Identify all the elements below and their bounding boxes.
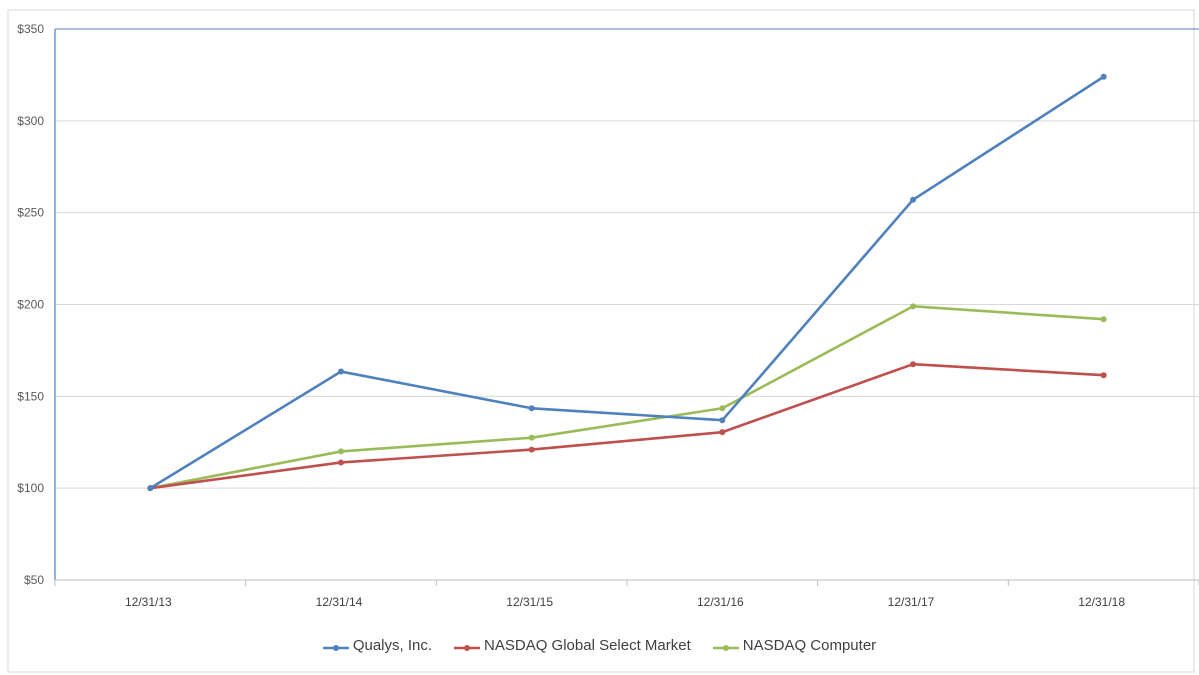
legend-label-nasdaq-computer: NASDAQ Computer bbox=[742, 636, 877, 654]
y-tick-label: $300 bbox=[17, 114, 44, 128]
data-point-qualys-inc bbox=[338, 368, 344, 375]
data-point-nasdaq-computer bbox=[338, 448, 344, 455]
legend-swatch-qualys bbox=[322, 640, 349, 651]
legend-item-nasdaq-computer: NASDAQ Computer bbox=[712, 636, 877, 654]
y-tick-label: $200 bbox=[17, 298, 44, 312]
x-tick-label: 12/31/16 bbox=[697, 595, 744, 609]
series-nasdaq-global-select-market bbox=[147, 361, 1107, 492]
data-point-qualys-inc bbox=[147, 485, 154, 492]
y-axis-tick-labels: $50 $100 $150 $200 $250 $300 $350 bbox=[17, 22, 44, 587]
legend-label-qualys: Qualys, Inc. bbox=[352, 636, 433, 654]
x-axis-tick-labels: 12/31/13 12/31/14 12/31/15 12/31/16 12/31/17… bbox=[125, 595, 1125, 609]
y-tick-label: $150 bbox=[17, 389, 44, 403]
legend-item-nasdaq-global-select: NASDAQ Global Select Market bbox=[454, 637, 691, 654]
legend-label-nasdaq-global-select: NASDAQ Global Select Market bbox=[484, 636, 691, 654]
data-point-qualys-inc bbox=[910, 196, 916, 203]
series-qualys-inc bbox=[147, 73, 1107, 492]
y-tick-label: $100 bbox=[17, 481, 44, 495]
x-tick-label: 12/31/13 bbox=[125, 595, 172, 609]
legend-swatch-nasdaq-computer bbox=[712, 640, 739, 651]
series-lines bbox=[147, 73, 1107, 492]
chart-border bbox=[7, 9, 1195, 673]
legend-swatch-nasdaq-global-select bbox=[454, 640, 481, 651]
data-point-nasdaq-computer bbox=[719, 405, 726, 412]
data-point-nasdaq-computer bbox=[910, 303, 916, 310]
data-point-nasdaq-computer bbox=[528, 434, 535, 441]
chart-legend: Qualys, Inc. NASDAQ Global Select Market… bbox=[0, 633, 1199, 657]
x-tick-label: 12/31/14 bbox=[316, 595, 363, 609]
data-point-nasdaq-computer bbox=[1100, 316, 1107, 323]
y-tick-label: $50 bbox=[24, 573, 44, 587]
data-point-nasdaq-global-select-market bbox=[338, 459, 344, 466]
data-point-nasdaq-global-select-market bbox=[528, 446, 535, 453]
legend-item-qualys: Qualys, Inc. bbox=[322, 636, 433, 654]
series-line-qualys-inc bbox=[149, 75, 1105, 490]
data-point-qualys-inc bbox=[528, 405, 535, 412]
data-point-qualys-inc bbox=[1100, 73, 1107, 80]
data-point-nasdaq-global-select-market bbox=[1100, 372, 1107, 379]
y-tick-label: $350 bbox=[17, 22, 44, 36]
x-tick-label: 12/31/17 bbox=[888, 595, 935, 609]
axes bbox=[54, 29, 1199, 586]
data-point-nasdaq-global-select-market bbox=[910, 361, 916, 368]
y-tick-label: $250 bbox=[17, 206, 44, 220]
x-tick-label: 12/31/18 bbox=[1078, 595, 1125, 609]
x-tick-label: 12/31/15 bbox=[506, 595, 553, 609]
gridlines bbox=[55, 28, 1199, 489]
series-line-nasdaq-computer bbox=[150, 305, 1104, 490]
series-line-nasdaq-global-select-market bbox=[150, 362, 1104, 490]
data-point-qualys-inc bbox=[719, 417, 726, 424]
data-point-nasdaq-global-select-market bbox=[719, 429, 726, 436]
